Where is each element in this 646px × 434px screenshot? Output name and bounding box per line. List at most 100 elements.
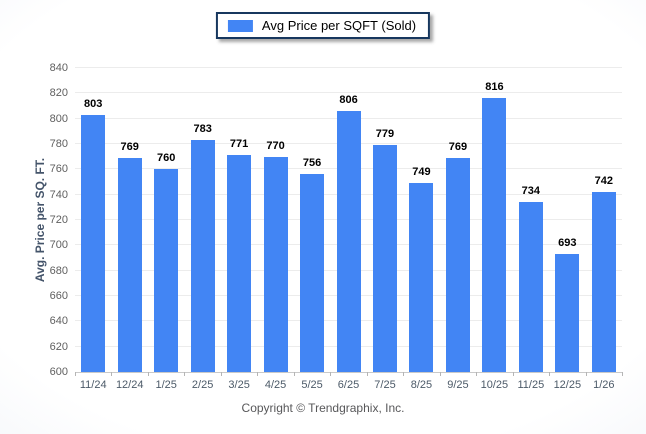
- bar-slot: 760 1/25: [148, 68, 184, 391]
- bar-slot: 770 4/25: [257, 68, 293, 391]
- y-tick-label-620: 620: [49, 340, 68, 353]
- y-tick-label-780: 780: [49, 138, 68, 150]
- y-tick-label-800: 800: [49, 112, 68, 125]
- bar-value-label: 742: [594, 175, 613, 188]
- axis-tick: [476, 372, 478, 376]
- axis-tick: [330, 372, 332, 376]
- bar-11/24: [81, 114, 106, 372]
- bar-value-label: 734: [521, 185, 541, 198]
- bar-6/25: [336, 111, 361, 372]
- x-tick-label: 6/25: [337, 379, 360, 391]
- bar-3/25: [227, 155, 252, 372]
- bar-value-label: 816: [485, 81, 504, 94]
- x-tick-label: 12/25: [553, 379, 582, 391]
- bar-7/25: [372, 145, 397, 372]
- x-tick-label: 1/26: [593, 379, 615, 391]
- axis-tick: [439, 372, 441, 376]
- bar-1/25: [154, 169, 179, 372]
- bar-slot: 769 9/25: [440, 68, 476, 391]
- y-tick-label-740: 740: [49, 188, 68, 201]
- x-tick-label: 11/25: [517, 379, 545, 391]
- bar-slot: 756 5/25: [294, 68, 330, 391]
- y-tick-label-680: 680: [49, 264, 68, 277]
- gridline-840: [75, 67, 622, 68]
- bar-slot: 769 12/24: [111, 68, 147, 391]
- y-tick-label-720: 720: [49, 214, 68, 226]
- bar-slot: 734 11/25: [513, 68, 549, 391]
- bar-series: 803 11/24 769 12/24 760 1/25 783 2/25 771 3/25 770…: [75, 68, 622, 391]
- bar-value-label: 769: [448, 140, 468, 153]
- x-tick-label: 3/25: [228, 379, 250, 391]
- y-tick-label-700: 700: [49, 239, 68, 252]
- bar-2/25: [190, 140, 215, 372]
- legend: Avg Price per SQFT (Sold): [215, 12, 431, 39]
- bar-value-label: 760: [156, 152, 176, 165]
- bar-12/25: [555, 254, 580, 372]
- axis-tick: [622, 372, 623, 376]
- y-tick-label-660: 660: [49, 290, 68, 302]
- x-tick-label: 9/25: [447, 379, 469, 391]
- bar-slot: 749 8/25: [403, 68, 439, 391]
- bar-slot: 816 10/25: [476, 68, 512, 391]
- axis-tick: [403, 372, 405, 376]
- bar-slot: 803 11/24: [75, 68, 111, 391]
- x-tick-label: 10/25: [480, 379, 509, 391]
- bar-slot: 779 7/25: [367, 68, 403, 391]
- bar-11/25: [518, 202, 543, 372]
- axis-tick: [257, 372, 259, 376]
- x-tick-label: 8/25: [410, 379, 433, 391]
- axis-tick: [512, 372, 514, 376]
- bar-slot: 742 1/26: [586, 68, 622, 391]
- axis-tick: [75, 372, 76, 376]
- bar-9/25: [445, 157, 470, 372]
- x-tick-label: 2/25: [191, 379, 214, 391]
- x-tick-label: 12/24: [115, 379, 144, 391]
- axis-tick: [220, 372, 222, 376]
- copyright-text: Copyright © Trendgraphix, Inc.: [241, 401, 405, 415]
- y-axis-tick-labels: 600 620 640 660 680 700 720 740 760 780 800 820 840: [0, 62, 68, 378]
- bar-value-label: 806: [339, 94, 358, 107]
- x-tick-label: 5/25: [301, 379, 323, 391]
- bar-value-label: 749: [412, 166, 431, 179]
- bar-value-label: 803: [84, 97, 103, 110]
- bar-value-label: 771: [229, 138, 249, 151]
- gridline-820: [75, 92, 622, 94]
- x-tick-label: 11/24: [79, 379, 107, 391]
- x-tick-label: 4/25: [264, 379, 287, 391]
- y-tick-label-760: 760: [49, 163, 68, 176]
- y-tick-label-600: 600: [49, 366, 68, 378]
- bar-value-label: 779: [375, 128, 395, 141]
- bar-12/24: [117, 157, 142, 372]
- legend-label: Avg Price per SQFT (Sold): [261, 18, 417, 33]
- axis-tick: [111, 372, 113, 376]
- x-tick-label: 1/25: [155, 379, 177, 391]
- x-tick-label: 7/25: [374, 379, 396, 391]
- plot-area: 803 11/24 769 12/24 760 1/25 783 2/25 771 3/25 770…: [75, 67, 623, 391]
- bar-slot: 693 12/25: [549, 68, 585, 391]
- bar-value-label: 693: [558, 237, 577, 250]
- bar-8/25: [409, 183, 434, 372]
- bar-value-label: 756: [302, 157, 322, 170]
- x-axis-ticks: [75, 372, 623, 377]
- bar-slot: 771 3/25: [221, 68, 257, 391]
- bar-value-label: 769: [120, 140, 139, 153]
- bar-10/25: [482, 98, 507, 372]
- bar-5/25: [300, 174, 325, 372]
- axis-tick: [147, 372, 149, 376]
- bar-value-label: 770: [266, 139, 285, 152]
- bar-value-label: 783: [193, 123, 212, 136]
- y-tick-label-640: 640: [49, 315, 68, 328]
- bar-1/26: [591, 192, 616, 372]
- axis-tick: [549, 372, 551, 376]
- axis-tick: [293, 372, 295, 376]
- bar-slot: 783 2/25: [184, 68, 220, 391]
- y-tick-label-820: 820: [49, 87, 68, 100]
- bar-slot: 806 6/25: [330, 68, 366, 391]
- axis-tick: [184, 372, 186, 376]
- y-tick-label-840: 840: [49, 62, 68, 74]
- legend-swatch: [227, 19, 253, 32]
- bar-4/25: [263, 156, 288, 372]
- axis-tick: [585, 372, 587, 376]
- axis-tick: [366, 372, 368, 376]
